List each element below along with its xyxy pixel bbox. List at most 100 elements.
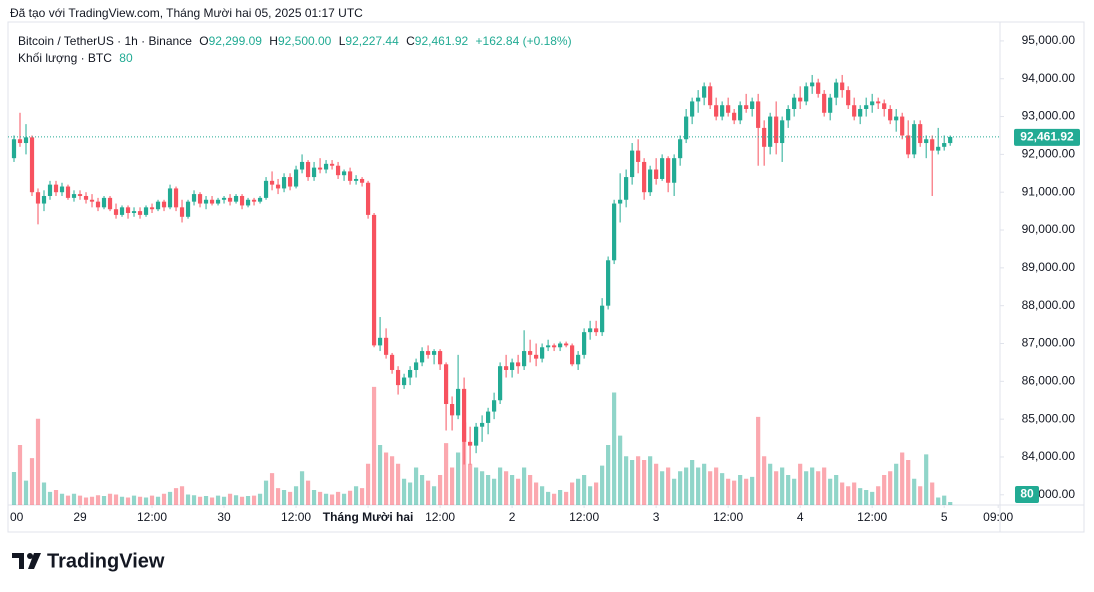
candle-body (696, 97, 701, 102)
volume-bar (293, 486, 299, 505)
volume-bar (612, 392, 617, 505)
volume-bar (119, 496, 125, 505)
volume-bar (642, 460, 647, 505)
volume-bar (125, 497, 131, 505)
candle-body (71, 194, 77, 198)
candle-body (576, 354, 581, 365)
logo-icon (27, 553, 33, 559)
open-value: 92,299.09 (209, 34, 263, 48)
volume-bar (774, 471, 779, 505)
volume-bar (395, 463, 401, 505)
candle-body (11, 139, 17, 159)
volume-bar (924, 454, 929, 505)
candle-body (912, 124, 917, 155)
high-label: H (269, 34, 278, 48)
volume-bar (684, 467, 689, 505)
volume-bar (942, 495, 947, 505)
volume-bar (329, 494, 335, 505)
y-tick-label: 94,000.00 (1022, 71, 1076, 85)
volume-bar (317, 491, 323, 505)
x-tick-label: 4 (797, 510, 804, 524)
volume-bar (546, 491, 551, 505)
volume-bar (11, 472, 17, 505)
candle-body (251, 199, 257, 202)
volume-bar (540, 486, 545, 505)
candle-body (407, 369, 413, 378)
volume-bar (690, 460, 695, 505)
volume-bar (287, 491, 293, 505)
candle-body (810, 82, 815, 87)
candle-body (654, 169, 659, 179)
candle-body (510, 362, 515, 370)
volume-bar (882, 475, 887, 505)
candle-body (558, 343, 563, 348)
candles (11, 74, 953, 465)
candle-body (828, 97, 833, 113)
volume-bar (726, 478, 731, 505)
x-tick-label: 12:00 (137, 510, 167, 524)
candle-body (768, 116, 773, 147)
x-tick-label: 30 (217, 510, 231, 524)
x-tick-label: 09:00 (983, 510, 1013, 524)
open-label: O (199, 34, 208, 48)
volume-bar (437, 475, 443, 505)
volume-bar (738, 475, 743, 505)
symbol: Bitcoin / TetherUS · 1h · Binance (18, 34, 192, 48)
candle-body (335, 165, 341, 176)
logo: TradingView (12, 550, 165, 572)
volume-bar (221, 496, 227, 505)
candle-body (185, 201, 191, 217)
volume-bar (431, 486, 437, 505)
volume-bar (840, 482, 845, 505)
close-label: C (406, 34, 415, 48)
volume-bar (930, 482, 935, 505)
y-tick-label: 91,000.00 (1022, 184, 1076, 198)
volume-bar (65, 495, 71, 505)
x-tick-label: 12:00 (713, 510, 743, 524)
volume-bar (263, 480, 269, 505)
volume-bar (696, 467, 701, 505)
x-tick-label: 00 (10, 510, 24, 524)
candle-body (353, 178, 359, 181)
candle-body (485, 411, 491, 423)
volume-bar (161, 493, 167, 505)
y-tick-label: 93,000.00 (1022, 109, 1076, 123)
volume-bar (251, 495, 257, 505)
volume-bar (678, 471, 683, 505)
volume-bar (804, 471, 809, 505)
candle-body (299, 161, 305, 170)
volume-bar (816, 471, 821, 505)
volume-bar (269, 473, 275, 505)
candle-body (744, 105, 749, 109)
volume-bar (449, 467, 455, 505)
volume-bar (570, 482, 575, 505)
volume-bar (624, 456, 629, 505)
volume-bar (35, 418, 41, 505)
volume-bar (888, 471, 893, 505)
volume-bar (455, 452, 461, 505)
volume-bar (504, 471, 509, 505)
volume-badge-label: 80 (1020, 487, 1034, 501)
volume-bar (864, 490, 869, 505)
candle-body (924, 139, 929, 144)
volume-bar (389, 456, 395, 505)
volume-bar (666, 467, 671, 505)
volume-bar (197, 496, 203, 505)
volume-bar (215, 495, 221, 505)
volume-bar (101, 496, 107, 505)
candle-body (161, 201, 167, 208)
volume-bar (77, 495, 83, 505)
y-tick-label: 85,000.00 (1022, 411, 1076, 425)
candle-body (125, 207, 131, 214)
y-tick-label: 92,000.00 (1022, 147, 1076, 161)
volume-bar (516, 478, 521, 505)
volume-bar (798, 463, 803, 505)
volume-bar (768, 463, 773, 505)
volume-bar (71, 493, 77, 505)
volume-bar (47, 491, 53, 505)
volume-bar (149, 495, 155, 505)
logo-icon (28, 553, 41, 569)
candle-body (918, 124, 923, 144)
volume-bar (155, 496, 161, 505)
volume-bar (281, 490, 287, 505)
